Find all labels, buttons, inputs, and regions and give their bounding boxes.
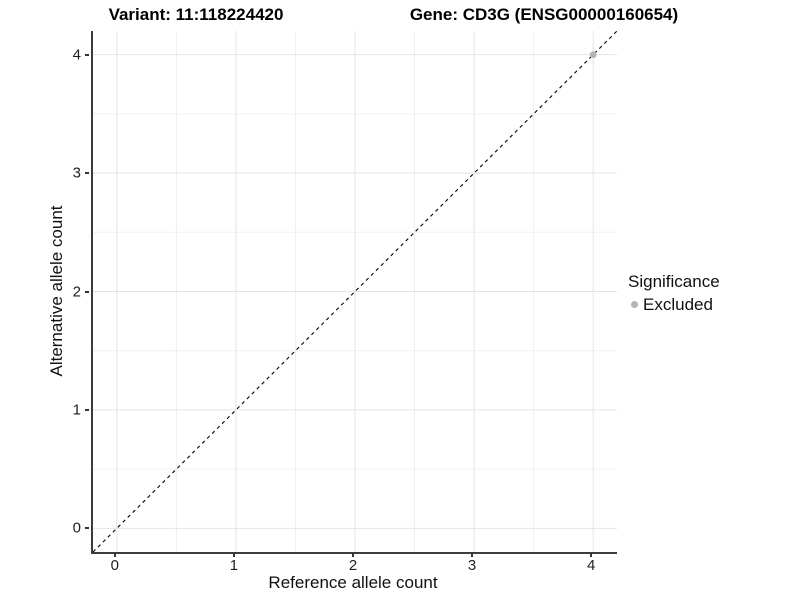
y-tick-label: 0 bbox=[72, 519, 81, 537]
y-axis-title: Alternative allele count bbox=[47, 205, 66, 377]
legend: Significance Excluded bbox=[628, 271, 720, 315]
x-tick-mark bbox=[232, 553, 235, 557]
x-tick-mark bbox=[471, 553, 474, 557]
x-tick-mark bbox=[113, 553, 116, 557]
y-tick-label: 2 bbox=[72, 283, 81, 300]
x-tick-mark bbox=[352, 553, 354, 557]
legend-key-dot-icon bbox=[631, 301, 638, 308]
plot-title-gene: Gene: CD3G (ENSG00000160654) bbox=[409, 5, 679, 24]
y-tick-mark bbox=[85, 53, 89, 56]
y-tick-mark bbox=[85, 527, 89, 530]
legend-item-label: Excluded bbox=[643, 295, 713, 314]
y-tick-mark bbox=[85, 408, 89, 411]
legend-item: Excluded bbox=[628, 294, 720, 315]
y-tick-mark bbox=[85, 290, 89, 293]
y-tick-label: 1 bbox=[72, 401, 81, 419]
x-axis-title: Reference allele count bbox=[268, 573, 438, 592]
x-tick-label: 2 bbox=[348, 557, 358, 574]
x-tick-label: 4 bbox=[587, 557, 596, 574]
plot-canvas bbox=[93, 31, 617, 552]
y-tick-mark bbox=[85, 172, 89, 175]
plot-title-variant: Variant: 11:118224420 bbox=[108, 5, 284, 24]
x-tick-label: 3 bbox=[467, 557, 477, 574]
x-tick-label: 1 bbox=[229, 557, 239, 574]
legend-title: Significance bbox=[628, 272, 720, 291]
plot-panel bbox=[91, 31, 617, 554]
x-tick-label: 0 bbox=[110, 557, 119, 574]
y-tick-label: 4 bbox=[72, 46, 81, 64]
x-tick-mark bbox=[590, 553, 593, 557]
legend-items: Excluded bbox=[628, 294, 720, 315]
y-tick-label: 3 bbox=[72, 164, 81, 182]
data-point bbox=[589, 51, 597, 59]
